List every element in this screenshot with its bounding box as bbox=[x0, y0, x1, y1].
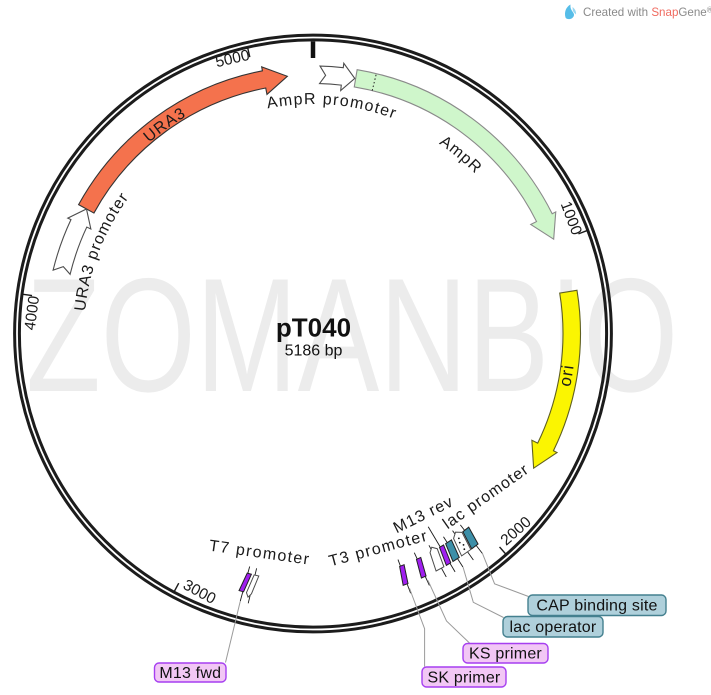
svg-text:4000: 4000 bbox=[22, 294, 44, 331]
svg-text:M13 fwd: M13 fwd bbox=[159, 665, 221, 682]
svg-text:pT040: pT040 bbox=[276, 313, 351, 343]
svg-text:KS primer: KS primer bbox=[469, 646, 542, 663]
svg-text:5186 bp: 5186 bp bbox=[285, 343, 343, 360]
svg-text:Created with SnapGene®: Created with SnapGene® bbox=[583, 6, 711, 20]
svg-text:SK primer: SK primer bbox=[428, 669, 501, 686]
svg-text:ori: ori bbox=[555, 363, 577, 388]
svg-text:CAP binding site: CAP binding site bbox=[536, 598, 657, 615]
svg-text:lac operator: lac operator bbox=[510, 619, 597, 636]
